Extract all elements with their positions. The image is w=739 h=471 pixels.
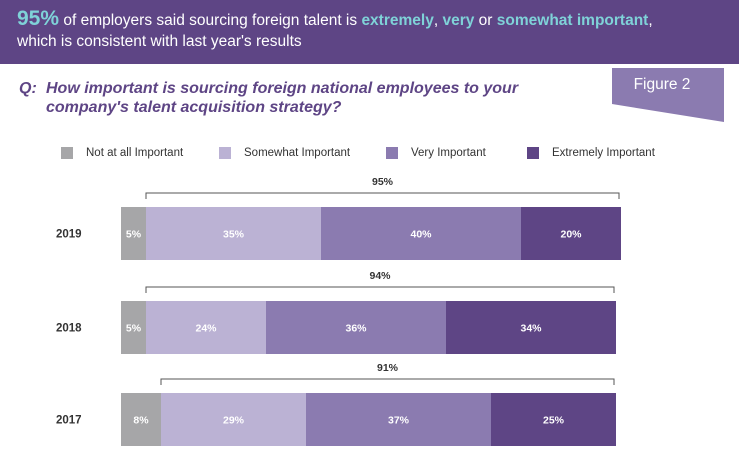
figure-tag-shape <box>612 68 724 122</box>
total-label: 91% <box>377 362 399 374</box>
data-label: 5% <box>126 323 142 335</box>
data-label: 40% <box>410 229 432 241</box>
bar-segment <box>121 393 161 446</box>
question-text: How important is sourcing foreign nation… <box>46 80 519 116</box>
header-text-part2: , <box>648 12 653 29</box>
category-label: 2018 <box>56 323 82 335</box>
bar-segment <box>306 393 491 446</box>
data-label: 37% <box>388 415 410 427</box>
bar-segment <box>446 301 616 354</box>
legend-item-very-important: Very Important <box>386 145 486 161</box>
bar-segment <box>146 207 321 260</box>
header-headline: 95% of employers said sourcing foreign t… <box>17 8 732 52</box>
bar-segment <box>521 207 621 260</box>
data-label: 25% <box>543 415 565 427</box>
header-banner: 95% of employers said sourcing foreign t… <box>0 0 739 64</box>
category-label: 2017 <box>56 415 82 427</box>
category-label: 2019 <box>56 229 82 241</box>
bar-segment <box>266 301 446 354</box>
data-label: 35% <box>223 229 245 241</box>
question-prefix: Q: <box>19 80 37 97</box>
bar-segment <box>146 301 266 354</box>
legend-label: Very Important <box>411 147 486 159</box>
bar-segment <box>491 393 616 446</box>
bar-segment <box>161 393 306 446</box>
header-highlight-somewhat: somewhat important <box>496 12 649 29</box>
legend-swatch <box>386 147 398 159</box>
total-bracket <box>160 378 615 385</box>
legend-item-somewhat-important: Somewhat Important <box>219 145 350 161</box>
data-label: 29% <box>223 415 245 427</box>
header-highlight-extremely: extremely <box>361 12 434 29</box>
header-line2: which is consistent with last year's res… <box>17 33 302 50</box>
legend-label: Somewhat Important <box>244 147 351 159</box>
bar-segment <box>121 207 146 260</box>
data-label: 20% <box>560 229 582 241</box>
figure-label: Figure 2 <box>633 76 691 93</box>
figure-tag: Figure 2 <box>612 68 724 122</box>
legend-label: Extremely Important <box>552 147 655 159</box>
legend-swatch <box>61 147 73 159</box>
legend-label: Not at all Important <box>86 147 184 159</box>
legend-swatch <box>527 147 539 159</box>
bar-segment <box>121 301 146 354</box>
data-label: 36% <box>345 323 367 335</box>
data-label: 34% <box>520 323 542 335</box>
header-comma: , <box>433 12 443 29</box>
legend-item-not-at-all-important: Not at all Important <box>61 145 183 161</box>
legend-item-extremely-important: Extremely Important <box>527 145 655 161</box>
total-label: 94% <box>369 270 391 282</box>
total-bracket <box>145 286 615 293</box>
header-or: or <box>474 12 497 29</box>
bar-segment <box>321 207 521 260</box>
data-label: 8% <box>133 415 149 427</box>
data-label: 5% <box>126 229 142 241</box>
total-bracket <box>145 192 620 199</box>
total-label: 95% <box>372 176 394 188</box>
header-highlight-very: very <box>442 12 475 29</box>
data-label: 24% <box>195 323 217 335</box>
legend-swatch <box>219 147 231 159</box>
header-text-part1: of employers said sourcing foreign talen… <box>59 12 362 29</box>
header-big-value: 95% <box>17 7 60 30</box>
